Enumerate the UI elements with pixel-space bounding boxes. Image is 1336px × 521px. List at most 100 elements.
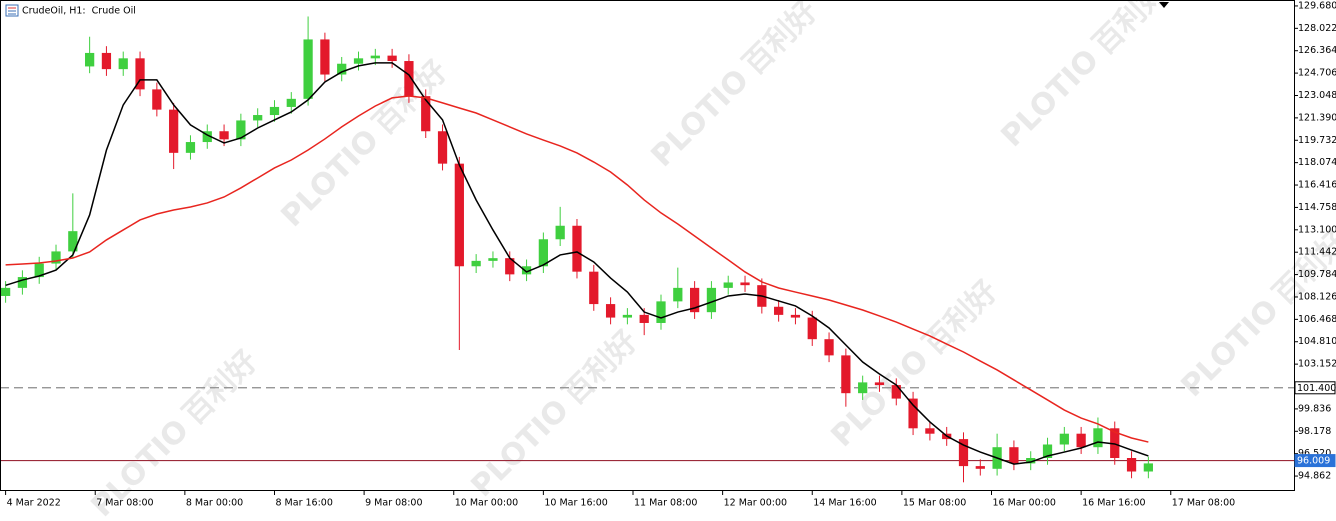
y-tick-label: 94.862 [1298,471,1331,482]
candle-body [387,55,397,62]
candle-body [488,258,498,261]
x-tick-label: 8 Mar 16:00 [275,498,332,509]
x-tick-label: 10 Mar 16:00 [544,498,607,509]
y-tick-label: 123.048 [1298,90,1336,101]
candle-body [101,52,112,70]
candle-body [841,355,851,394]
candle-body [1143,463,1153,472]
candle-body [219,131,229,140]
x-tick-label: 11 Mar 08:00 [634,498,697,509]
candle-body [202,131,212,143]
candle-body [303,39,313,99]
candle-body [286,98,296,107]
candle-body [774,306,784,315]
candle-body [555,225,565,240]
y-tick-label: 108.126 [1298,291,1336,302]
price-level-label-box [1294,381,1336,395]
candle-body [269,106,280,116]
candle-body [68,231,78,252]
candle-body [471,260,481,267]
candle-body [673,287,683,302]
y-tick-label: 113.100 [1298,224,1336,235]
candle-body [858,382,868,394]
shift-marker [1159,2,1169,8]
candle-body [656,301,666,323]
candle-body [404,61,414,97]
x-tick-label: 9 Mar 08:00 [365,498,422,509]
candle-body [790,314,801,318]
candle-body [874,382,885,386]
y-tick-label: 126.364 [1298,45,1336,56]
candle-body [454,163,464,267]
candle-body [1042,444,1053,458]
x-tick-label: 17 Mar 08:00 [1172,498,1235,509]
candle-body [253,115,263,121]
candle-body [740,282,750,286]
candle-body [975,466,985,469]
candle-body [169,109,179,153]
price-level-label: 96.009 [1297,456,1330,467]
candle-body [34,263,44,278]
candle-body [706,287,717,313]
y-tick-label: 99.836 [1298,403,1331,414]
y-tick-label: 119.732 [1298,135,1336,146]
x-tick-label: 12 Mar 00:00 [724,498,787,509]
candle-body [1026,457,1036,464]
y-tick-label: 121.390 [1298,112,1336,123]
candle-body [118,58,128,70]
y-tick-label: 128.022 [1298,23,1336,34]
y-tick-label: 96.520 [1298,448,1331,459]
candle-body [925,428,935,434]
y-tick-label: 124.706 [1298,68,1336,79]
y-tick-label: 116.416 [1298,180,1336,191]
candle-body [639,314,649,323]
plot-frame [0,0,1295,491]
x-tick-label: 16 Mar 00:00 [993,498,1056,509]
candle-body [236,120,246,140]
candle-body [1009,447,1019,464]
y-tick-label: 104.810 [1298,336,1336,347]
y-tick-label: 111.442 [1298,247,1336,258]
price-level-label: 101.400 [1297,383,1336,394]
x-tick-label: 16 Mar 16:00 [1082,498,1145,509]
candle-body [908,398,918,429]
x-tick-label: 15 Mar 08:00 [903,498,966,509]
candle-body [185,142,196,153]
candle-body [891,385,901,399]
candle-body [421,96,431,132]
moving-average [5,62,1149,465]
candle-body [1126,457,1137,472]
candle-body [320,39,330,75]
candle-body [152,89,162,110]
candle-body [605,304,616,318]
candle-body [505,258,515,275]
candle-body [85,52,95,67]
header: CrudeOil, H1: Crude Oil [5,4,136,17]
candle-body [353,58,364,64]
x-tick-label: 8 Mar 00:00 [186,498,243,509]
y-tick-label: 103.152 [1298,359,1336,370]
y-tick-label: 98.178 [1298,426,1331,437]
candle-body [1093,428,1103,448]
price-level-label-box [1294,454,1336,468]
candle-body [0,287,11,296]
candle-body [51,251,61,264]
y-tick-label: 109.784 [1298,269,1336,280]
x-tick-label: 10 Mar 00:00 [455,498,518,509]
candle-body [589,271,599,305]
candle-body [135,58,145,90]
candle-body [437,131,448,164]
y-tick-label: 118.074 [1298,157,1336,168]
candle-body [807,317,817,340]
candle-body [958,439,969,467]
candle-body [17,277,28,288]
x-tick-label: 4 Mar 2022 [7,498,61,509]
candle-body [723,282,733,288]
candle-body [1110,428,1120,458]
y-tick-label: 129.680 [1298,0,1336,11]
plot-area [0,16,1294,483]
candle-body [521,266,532,275]
candle-body [622,314,633,318]
candle-body [1059,433,1069,445]
